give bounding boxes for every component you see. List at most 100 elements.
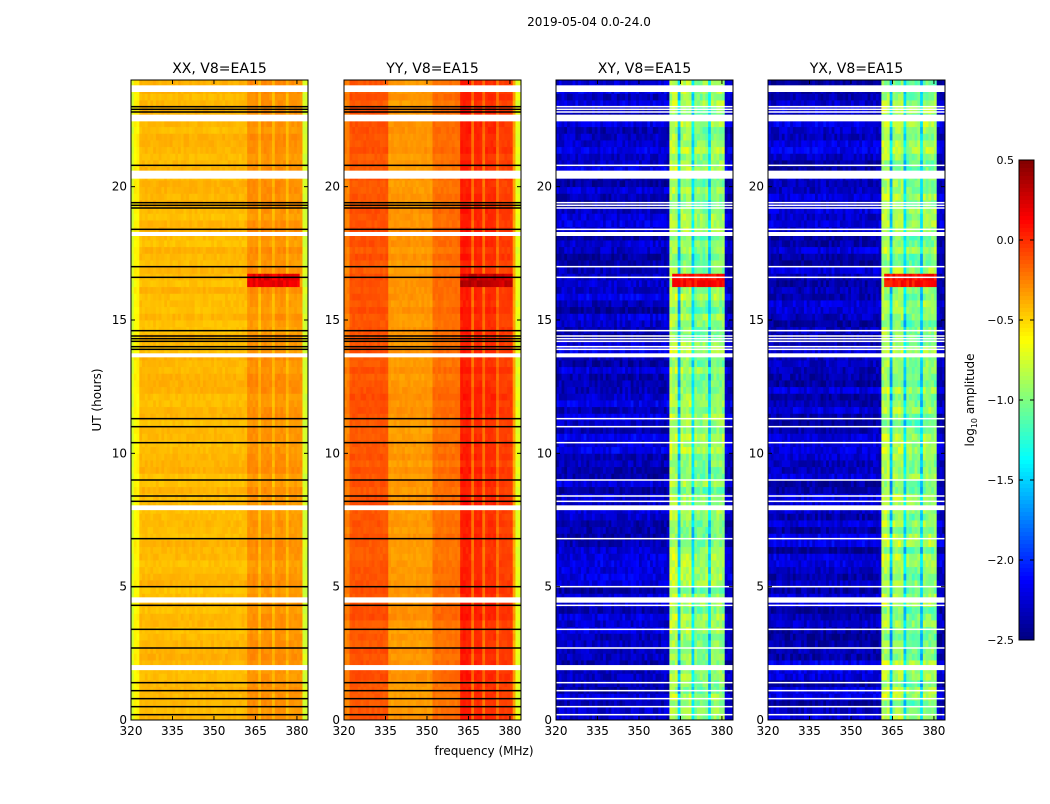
heatmap-cell [219,293,223,301]
heatmap-cell [178,360,182,368]
heatmap-cell [147,680,151,688]
heatmap-cell [233,606,237,614]
heatmap-cell [180,393,184,401]
heatmap-cell [142,540,146,548]
heatmap-cell [305,660,309,668]
heatmap-cell [194,566,198,574]
heatmap-cell [225,246,229,254]
heatmap-cell [208,300,212,308]
heatmap-cell [247,646,251,654]
heatmap-cell [133,413,137,421]
heatmap-cell [288,546,292,554]
heatmap-cell [200,240,204,248]
heatmap-cell [213,413,218,421]
heatmap-cell [213,600,218,608]
heatmap-cell [131,193,135,201]
heatmap-cell [222,420,226,428]
heatmap-cell [205,640,209,648]
heatmap-cell [258,593,262,601]
heatmap-cell [169,280,173,288]
heatmap-cell [244,413,248,421]
heatmap-cell [225,600,229,608]
heatmap-cell [227,633,231,641]
heatmap-cell [175,466,179,474]
heatmap-cell [291,406,295,414]
heatmap-cell [305,226,309,234]
heatmap-cell [296,480,301,488]
heatmap-cell [172,600,176,608]
heatmap-cell [285,333,290,341]
heatmap-cell [238,540,243,548]
heatmap-cell [169,433,173,441]
heatmap-cell [219,620,223,628]
heatmap-cell [236,606,240,614]
heatmap-cell [208,220,212,228]
heatmap-cell [260,706,265,714]
heatmap-cell [205,446,209,454]
heatmap-cell [175,593,179,601]
heatmap-cell [272,486,276,494]
heatmap-cell [147,473,151,481]
heatmap-cell [296,613,301,621]
heatmap-cell [263,513,267,521]
heatmap-cell [186,593,190,601]
heatmap-cell [294,246,298,254]
heatmap-cell [305,653,309,661]
heatmap-cell [208,320,212,328]
heatmap-cell [283,533,287,541]
heatmap-cell [252,386,256,394]
heatmap-cell [296,433,301,441]
heatmap-cell [244,593,248,601]
heatmap-cell [255,293,259,301]
heatmap-cell [219,640,223,648]
heatmap-cell [233,506,237,514]
heatmap-cell [211,373,215,381]
heatmap-cell [294,613,298,621]
heatmap-cell [272,540,276,548]
heatmap-cell [133,340,137,348]
heatmap-cell [225,366,229,374]
heatmap-cell [155,693,160,701]
heatmap-cell [274,613,278,621]
heatmap-cell [202,473,207,481]
heatmap-cell [225,466,229,474]
heatmap-cell [142,300,146,308]
heatmap-cell [269,653,273,661]
heatmap-cell [274,293,278,301]
heatmap-cell [288,660,292,668]
heatmap-cell [211,286,215,294]
heatmap-cell [191,440,196,448]
heatmap-cell [294,413,298,421]
heatmap-cell [222,700,226,708]
heatmap-cell [166,200,171,208]
heatmap-cell [172,713,176,721]
heatmap-cell [294,426,298,434]
heatmap-cell [211,600,215,608]
heatmap-cell [247,333,251,341]
heatmap-cell [166,660,171,668]
heatmap-cell [241,386,245,394]
heatmap-cell [161,200,165,208]
heatmap-cell [208,280,212,288]
heatmap-cell [225,673,229,681]
heatmap-cell [266,260,270,268]
heatmap-cell [274,606,278,614]
heatmap-cell [211,473,215,481]
heatmap-cell [266,320,270,328]
heatmap-cell [191,266,196,274]
heatmap-cell [249,300,254,308]
heatmap-cell [166,586,171,594]
heatmap-cell [183,260,187,268]
heatmap-cell [155,566,160,574]
heatmap-cell [274,426,278,434]
heatmap-cell [169,240,173,248]
heatmap-cell [219,233,223,241]
heatmap-cell [169,660,173,668]
heatmap-cell [222,400,226,408]
heatmap-cell [258,346,262,354]
heatmap-cell [236,680,240,688]
heatmap-cell [150,246,154,254]
heatmap-cell [247,620,251,628]
heatmap-cell [178,306,182,314]
heatmap-cell [280,226,284,234]
